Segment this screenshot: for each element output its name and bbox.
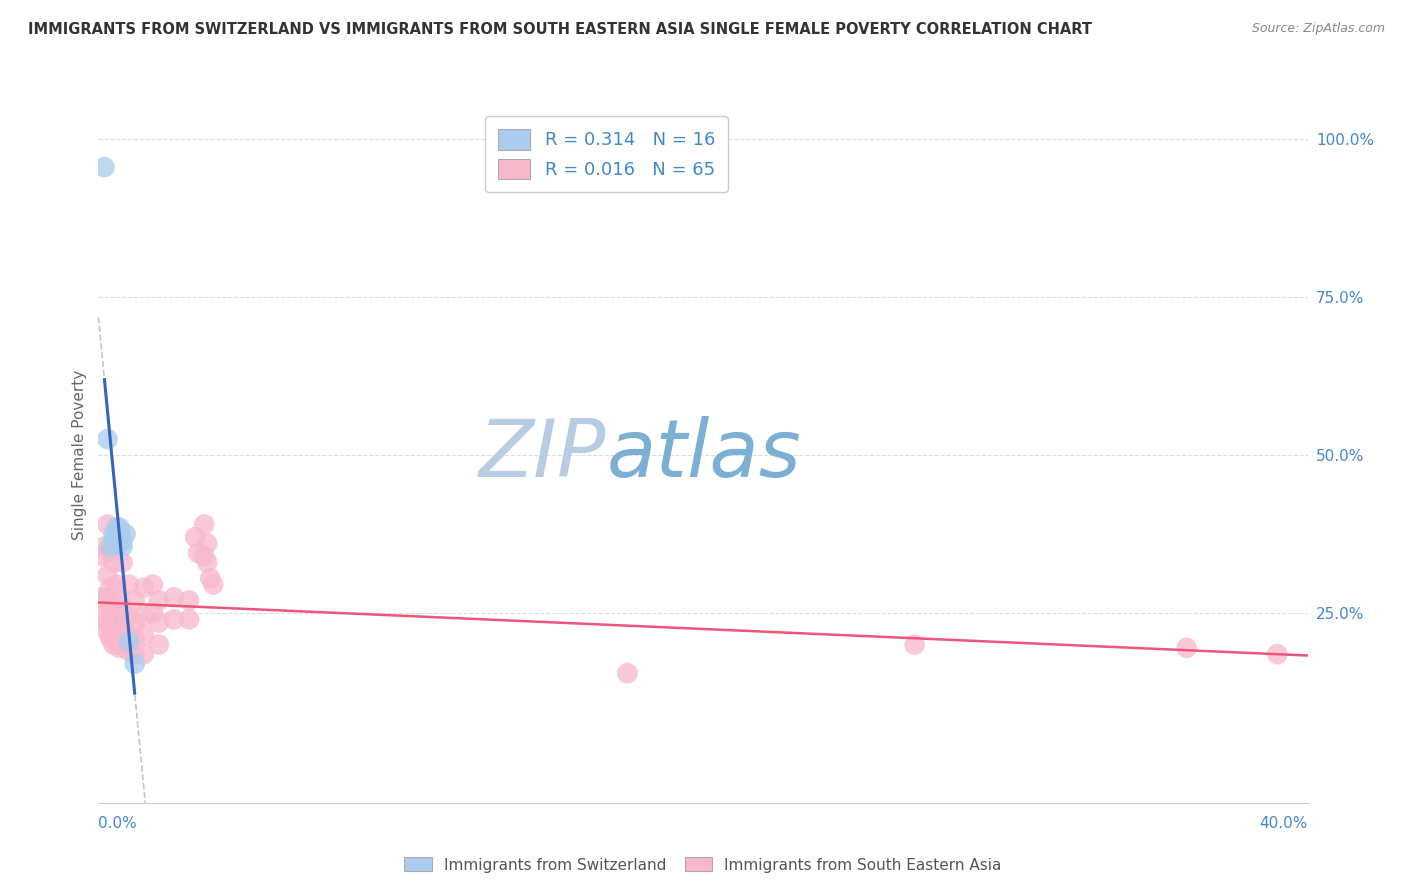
Point <box>111 606 134 620</box>
Point <box>93 540 115 554</box>
Point <box>132 581 155 595</box>
Point <box>93 591 115 605</box>
Point <box>100 581 122 595</box>
Point <box>108 527 131 541</box>
Point <box>93 609 115 624</box>
Point <box>103 593 125 607</box>
Point <box>118 609 141 624</box>
Point <box>193 549 215 563</box>
Text: 0.0%: 0.0% <box>98 816 138 831</box>
Point <box>103 609 125 624</box>
Point <box>124 615 146 630</box>
Point <box>148 638 170 652</box>
Point <box>132 628 155 642</box>
Point <box>124 657 146 671</box>
Point <box>118 634 141 648</box>
Point <box>96 568 118 582</box>
Point <box>177 612 201 626</box>
Point <box>114 527 136 541</box>
Point <box>195 556 218 570</box>
Point <box>124 647 146 661</box>
Point <box>105 527 128 541</box>
Point <box>132 647 155 661</box>
Point <box>96 517 118 532</box>
Point <box>100 618 122 632</box>
Point <box>187 546 209 560</box>
Point <box>118 577 141 591</box>
Point <box>93 160 115 174</box>
Point <box>96 615 118 630</box>
Point <box>108 536 131 550</box>
Point <box>90 549 112 563</box>
Point <box>111 540 134 554</box>
Point <box>90 591 112 605</box>
Legend: Immigrants from Switzerland, Immigrants from South Eastern Asia: Immigrants from Switzerland, Immigrants … <box>398 851 1008 879</box>
Point <box>96 432 118 446</box>
Point <box>904 638 927 652</box>
Point <box>100 540 122 554</box>
Point <box>103 533 125 548</box>
Point <box>105 536 128 550</box>
Point <box>200 571 222 585</box>
Point <box>163 612 186 626</box>
Text: Source: ZipAtlas.com: Source: ZipAtlas.com <box>1251 22 1385 36</box>
Point <box>103 625 125 640</box>
Point <box>105 634 128 648</box>
Point <box>111 638 134 652</box>
Y-axis label: Single Female Poverty: Single Female Poverty <box>72 370 87 540</box>
Point <box>111 556 134 570</box>
Text: 40.0%: 40.0% <box>1260 816 1308 831</box>
Point <box>124 593 146 607</box>
Point <box>105 577 128 591</box>
Point <box>118 644 141 658</box>
Point <box>111 533 134 548</box>
Point <box>177 593 201 607</box>
Point <box>100 603 122 617</box>
Point <box>142 606 165 620</box>
Point <box>616 666 638 681</box>
Point <box>124 632 146 646</box>
Point <box>100 632 122 646</box>
Point <box>1265 647 1288 661</box>
Text: ZIP: ZIP <box>479 416 606 494</box>
Point <box>108 640 131 655</box>
Point <box>111 622 134 636</box>
Point <box>100 546 122 560</box>
Point <box>96 625 118 640</box>
Point <box>108 593 131 607</box>
Point <box>184 530 207 544</box>
Point <box>118 628 141 642</box>
Point <box>105 622 128 636</box>
Point <box>195 536 218 550</box>
Point <box>96 597 118 611</box>
Point <box>148 615 170 630</box>
Point <box>108 628 131 642</box>
Point <box>148 593 170 607</box>
Point <box>132 609 155 624</box>
Text: atlas: atlas <box>606 416 801 494</box>
Point <box>103 527 125 541</box>
Point <box>105 606 128 620</box>
Point <box>108 521 131 535</box>
Point <box>108 615 131 630</box>
Point <box>163 591 186 605</box>
Point <box>103 556 125 570</box>
Point <box>202 577 225 591</box>
Point <box>105 521 128 535</box>
Point <box>193 517 215 532</box>
Point <box>142 577 165 591</box>
Point <box>1175 640 1198 655</box>
Point <box>103 638 125 652</box>
Text: IMMIGRANTS FROM SWITZERLAND VS IMMIGRANTS FROM SOUTH EASTERN ASIA SINGLE FEMALE : IMMIGRANTS FROM SWITZERLAND VS IMMIGRANT… <box>28 22 1092 37</box>
